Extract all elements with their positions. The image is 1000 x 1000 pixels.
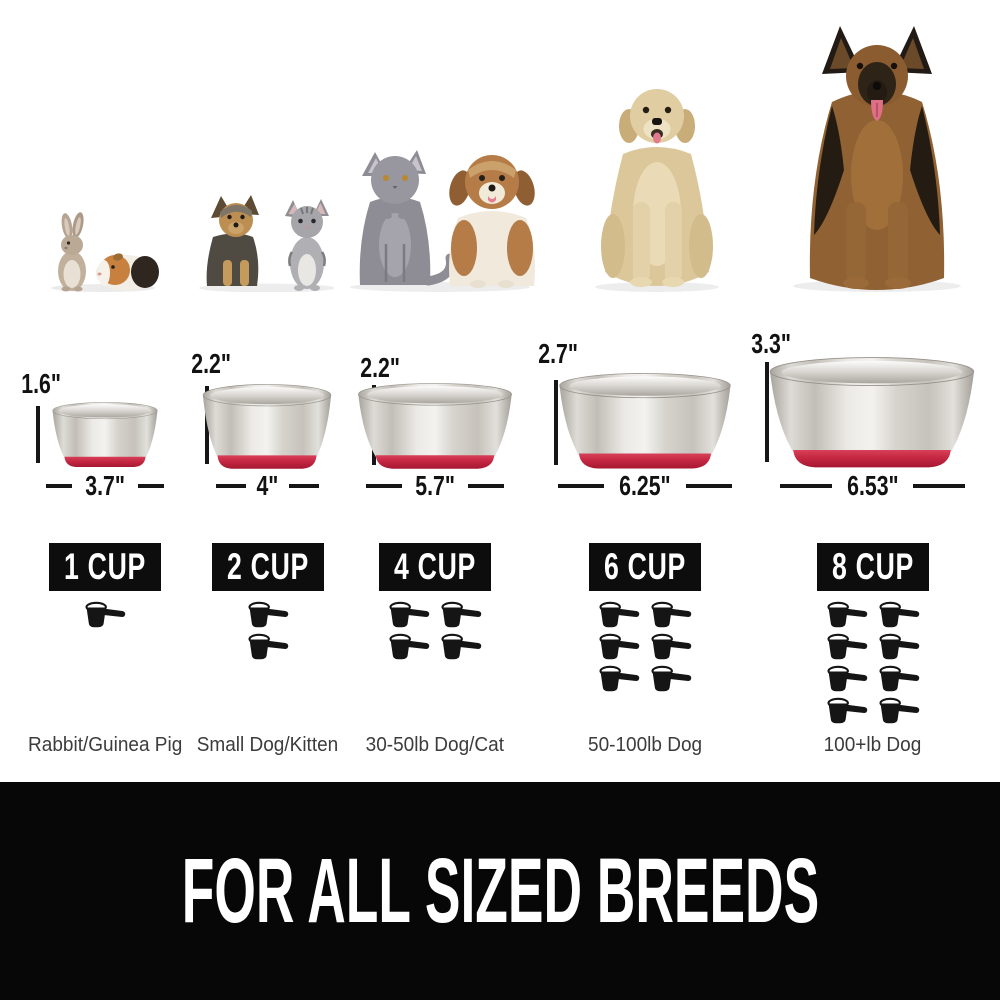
bowl-image-2cup bbox=[201, 384, 333, 470]
size-column-8cup: 3.3" 6.53" 8 CUP 100+lb Dog bbox=[751, 0, 980, 782]
gray-cat-icon bbox=[359, 150, 456, 286]
bowl-width-dimension: 4" bbox=[180, 470, 355, 502]
scoop-count-group bbox=[825, 601, 921, 724]
measuring-scoop-icon bbox=[825, 665, 869, 692]
measuring-scoop-icon bbox=[825, 697, 869, 724]
bottom-banner: FOR ALL SIZED BREEDS bbox=[0, 782, 1000, 1000]
measuring-scoop-icon bbox=[246, 633, 290, 660]
measuring-scoop-icon bbox=[825, 633, 869, 660]
bowl-width-dimension: 6.25" bbox=[545, 470, 745, 502]
cup-size-badge: 4 CUP bbox=[379, 543, 491, 591]
bowl-width-dimension: 6.53" bbox=[765, 470, 980, 502]
measure-dash bbox=[779, 484, 832, 488]
bowl-image-6cup bbox=[557, 373, 733, 470]
rabbit-and-guinea-pig-photo bbox=[45, 212, 161, 292]
scoop-count-group bbox=[83, 601, 127, 628]
rabbit-icon bbox=[58, 212, 86, 292]
measuring-scoop-icon bbox=[387, 633, 431, 660]
small-fluffy-dog-icon bbox=[449, 155, 535, 288]
bowl-image-1cup bbox=[51, 402, 159, 468]
bowl-height-dimension: 2.2" bbox=[360, 352, 400, 383]
pet-size-label: Rabbit/Guinea Pig bbox=[27, 734, 183, 756]
kitten-icon bbox=[285, 199, 329, 291]
measure-dash bbox=[45, 484, 72, 488]
measure-dash bbox=[365, 484, 402, 488]
height-measure-line bbox=[205, 386, 209, 464]
bowl-height-dimension: 3.3" bbox=[751, 328, 791, 359]
cat-and-small-dog-photo bbox=[342, 140, 538, 292]
bowl-image-8cup bbox=[767, 357, 977, 469]
german-shepherd-photo bbox=[788, 20, 966, 292]
measuring-scoop-icon bbox=[246, 601, 290, 628]
measuring-scoop-icon bbox=[877, 697, 921, 724]
measure-dash bbox=[558, 484, 605, 488]
height-measure-line bbox=[765, 362, 769, 462]
measuring-scoop-icon bbox=[825, 601, 869, 628]
size-column-1cup: 1.6" 3.7" 1 CUP Rabbit/Guinea Pig bbox=[15, 0, 195, 782]
bowl-width-dimension: 5.7" bbox=[345, 470, 525, 502]
scoop-count-group bbox=[597, 601, 693, 692]
measuring-scoop-icon bbox=[439, 601, 483, 628]
bowl-height-dimension: 2.7" bbox=[538, 338, 578, 369]
golden-retriever-photo bbox=[589, 74, 725, 292]
golden-retriever-icon bbox=[601, 89, 713, 287]
measure-dash bbox=[685, 484, 732, 488]
size-column-6cup: 2.7" 6.25" 6 CUP 50-100lb Dog bbox=[538, 0, 745, 782]
size-column-4cup: 2.2" 5.7" 4 CUP 30-50lb Dog/Cat bbox=[345, 0, 535, 782]
pet-size-label: 100+lb Dog bbox=[823, 734, 922, 756]
scoop-count-group bbox=[387, 601, 483, 660]
yorkie-and-kitten-photo bbox=[193, 190, 341, 292]
measuring-scoop-icon bbox=[597, 633, 641, 660]
cup-size-badge: 2 CUP bbox=[212, 543, 324, 591]
german-shepherd-icon bbox=[809, 26, 945, 290]
pet-size-label: 30-50lb Dog/Cat bbox=[365, 734, 505, 756]
bowl-height-dimension: 2.2" bbox=[191, 348, 231, 379]
cup-size-badge: 8 CUP bbox=[817, 543, 929, 591]
measuring-scoop-icon bbox=[597, 601, 641, 628]
banner-headline: FOR ALL SIZED BREEDS bbox=[181, 839, 819, 942]
measure-dash bbox=[913, 484, 966, 488]
height-measure-line bbox=[554, 380, 558, 465]
measuring-scoop-icon bbox=[649, 633, 693, 660]
yorkshire-terrier-icon bbox=[206, 195, 259, 286]
measuring-scoop-icon bbox=[597, 665, 641, 692]
pet-size-label: Small Dog/Kitten bbox=[196, 734, 339, 756]
cup-size-badge: 6 CUP bbox=[589, 543, 701, 591]
measuring-scoop-icon bbox=[877, 601, 921, 628]
cup-size-badge: 1 CUP bbox=[49, 543, 161, 591]
guinea-pig-icon bbox=[96, 253, 159, 291]
measuring-scoop-icon bbox=[877, 633, 921, 660]
measuring-scoop-icon bbox=[649, 601, 693, 628]
measuring-scoop-icon bbox=[83, 601, 127, 628]
measuring-scoop-icon bbox=[387, 601, 431, 628]
measure-dash bbox=[138, 484, 165, 488]
bowl-height-dimension: 1.6" bbox=[21, 368, 61, 399]
scoop-count-group bbox=[246, 601, 290, 660]
bowl-image-4cup bbox=[356, 383, 514, 470]
measuring-scoop-icon bbox=[439, 633, 483, 660]
height-measure-line bbox=[36, 406, 40, 463]
pet-size-label: 50-100lb Dog bbox=[587, 734, 703, 756]
measuring-scoop-icon bbox=[877, 665, 921, 692]
measuring-scoop-icon bbox=[649, 665, 693, 692]
size-column-2cup: 2.2" 4" 2 CUP Small Dog/Kitten bbox=[180, 0, 355, 782]
measure-dash bbox=[288, 484, 319, 488]
bowl-width-dimension: 3.7" bbox=[15, 470, 195, 502]
measure-dash bbox=[216, 484, 247, 488]
measure-dash bbox=[468, 484, 505, 488]
